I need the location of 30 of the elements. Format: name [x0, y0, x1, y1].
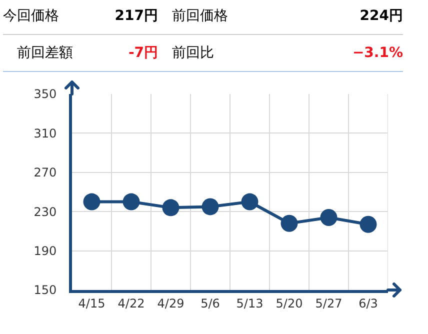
- text: 今回価格: [3, 0, 98, 35]
- point: [280, 214, 298, 232]
- point: [83, 193, 100, 210]
- x-tick-label: 5/13: [236, 296, 264, 310]
- point: [202, 198, 219, 216]
- point: [320, 208, 338, 226]
- text: 前回価格: [158, 0, 258, 35]
- y-tick-label: 270: [34, 166, 57, 180]
- text: −3.1%: [258, 35, 403, 72]
- point: [122, 193, 140, 210]
- text: 224円: [258, 0, 403, 35]
- point: [241, 193, 258, 210]
- y-tick-label: 230: [34, 204, 57, 219]
- text: 217円: [98, 0, 158, 35]
- x-tick-label: 4/29: [157, 296, 184, 310]
- text: 前回比: [158, 35, 258, 72]
- text: 前回差額: [3, 35, 98, 72]
- x-tick-label: 6/3: [358, 296, 378, 310]
- x-tick-label: 4/22: [118, 296, 145, 310]
- point: [360, 216, 377, 233]
- point: [162, 199, 180, 216]
- y-tick-label: 190: [34, 244, 57, 258]
- x-tick-label: 5/6: [200, 296, 220, 310]
- x-tick-label: 5/27: [315, 296, 342, 310]
- y-tick-label: 350: [34, 87, 57, 102]
- y-tick-label: 310: [34, 126, 57, 140]
- text: -7円: [98, 35, 158, 72]
- x-tick-label: 4/15: [78, 296, 106, 310]
- y-tick-label: 150: [34, 283, 57, 298]
- x-tick-label: 5/20: [276, 296, 303, 310]
